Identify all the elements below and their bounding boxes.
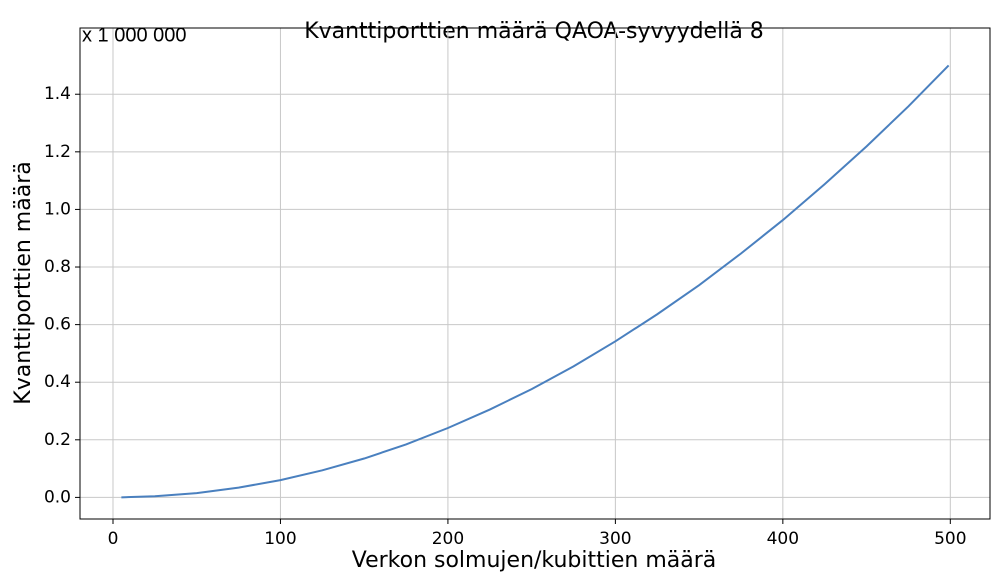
x-tick-label: 0: [108, 529, 119, 549]
y-tick-label: 0.0: [44, 487, 71, 507]
y-tick-label: 0.2: [44, 430, 71, 450]
x-tick-label: 200: [432, 529, 464, 549]
x-tick-label: 100: [264, 529, 296, 549]
y-tick-label: 1.2: [44, 142, 71, 162]
x-tick-label: 400: [767, 529, 799, 549]
y-tick-label: 0.4: [44, 372, 71, 392]
chart-title: Kvanttiporttien määrä QAOA-syvyydellä 8: [304, 19, 764, 44]
y-tick-label: 0.8: [44, 257, 71, 277]
x-tick-label: 300: [599, 529, 631, 549]
axis-multiplier: x 1 000 000: [82, 24, 187, 46]
plot-frame: [79, 27, 991, 520]
y-tick-label: 1.0: [44, 199, 71, 219]
x-axis-label: Verkon solmujen/kubittien määrä: [352, 548, 717, 573]
y-axis-label: Kvanttiporttien määrä: [11, 161, 36, 404]
data-line: [121, 64, 950, 499]
y-tick-label: 0.6: [44, 315, 71, 335]
y-tick-label: 1.4: [44, 84, 71, 104]
x-tick-label: 500: [934, 529, 966, 549]
